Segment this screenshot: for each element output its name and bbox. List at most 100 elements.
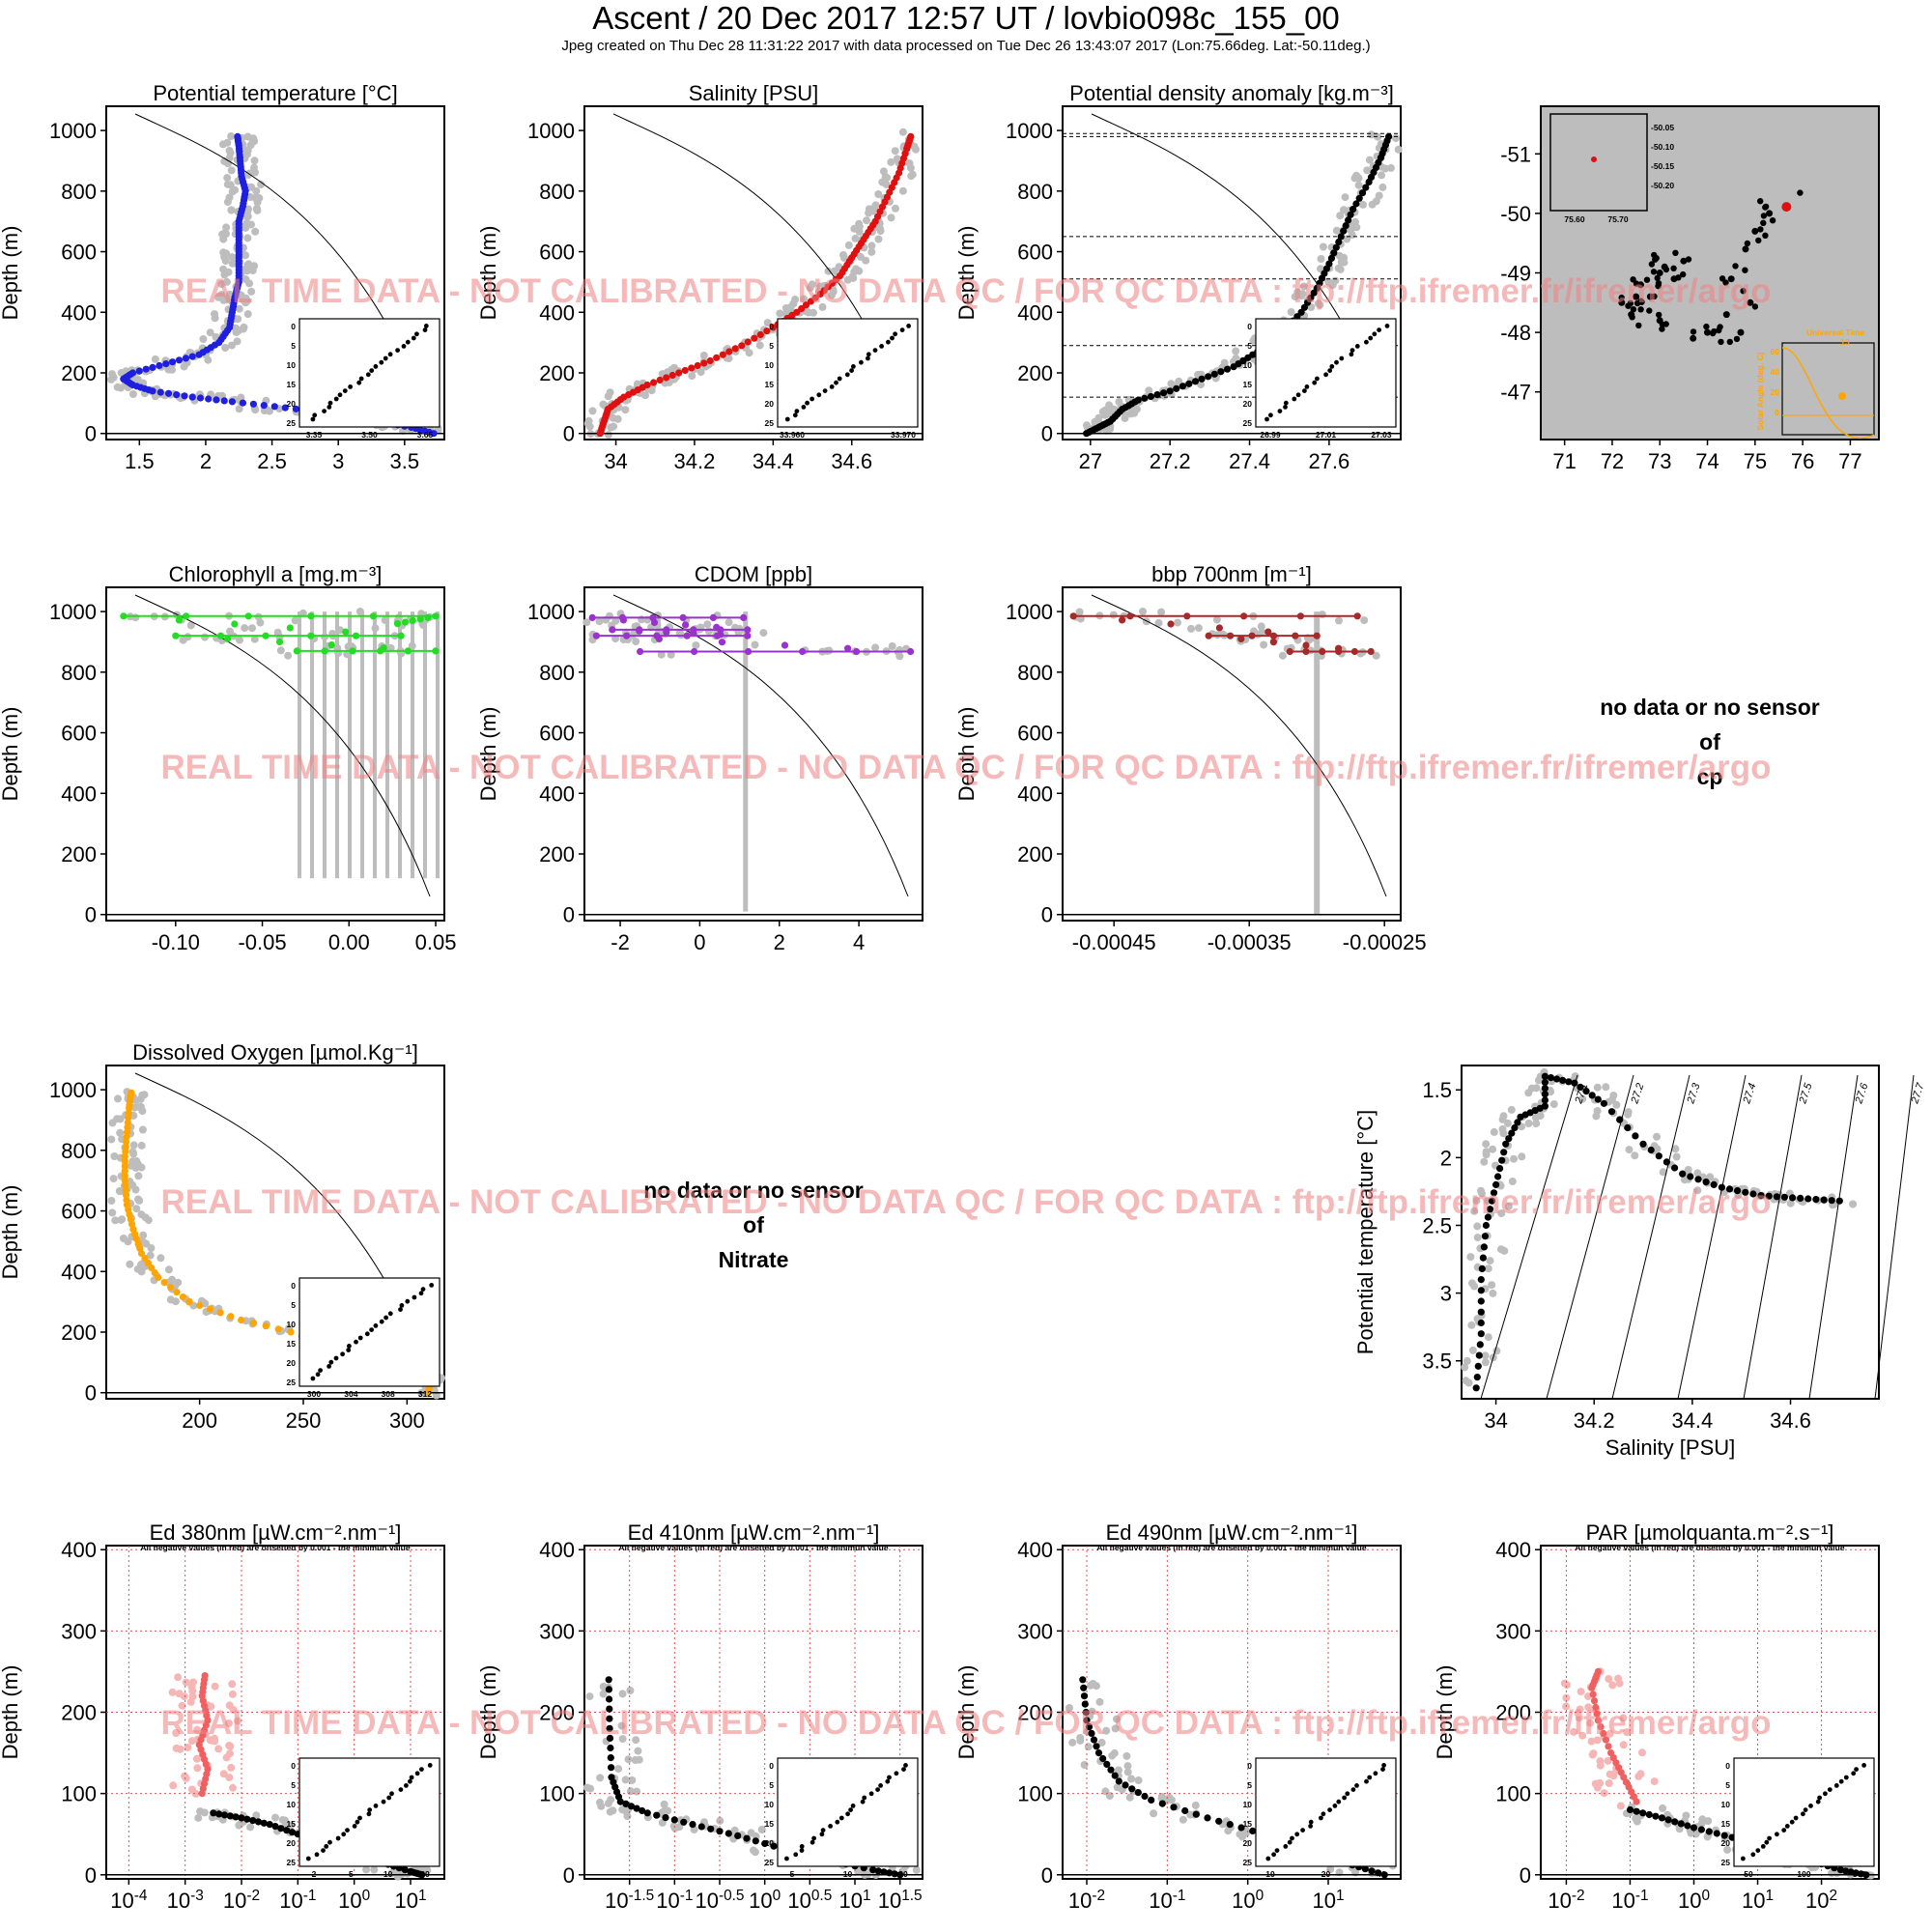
x-tick-label: 10-1.5 xyxy=(605,1888,654,1913)
inset-xtick: 50 xyxy=(1744,1869,1753,1879)
data-point xyxy=(1472,1384,1480,1392)
data-point xyxy=(1710,1180,1718,1188)
history-point xyxy=(623,1812,632,1821)
y-tick-label: 1000 xyxy=(527,119,575,143)
inset-point xyxy=(820,1828,826,1833)
history-point xyxy=(244,205,252,213)
inset-ytick: 0 xyxy=(291,1281,296,1291)
track-point xyxy=(1704,328,1711,336)
history-point xyxy=(657,650,666,659)
x-tick-label: 27.4 xyxy=(1229,449,1270,473)
x-tick-label: 3.5 xyxy=(390,449,420,473)
history-point xyxy=(222,277,231,286)
inset-xtick: 3.35 xyxy=(306,430,323,440)
data-point xyxy=(1773,1193,1780,1201)
history-point xyxy=(168,1275,177,1284)
y-tick-label: 400 xyxy=(539,1538,575,1562)
data-point xyxy=(718,639,726,646)
inset-point xyxy=(310,1376,316,1381)
track-point xyxy=(1651,293,1658,299)
history-point xyxy=(898,186,907,195)
inset-point xyxy=(835,1819,840,1825)
inset-point xyxy=(387,352,393,357)
data-point xyxy=(588,613,596,622)
data-point xyxy=(608,1774,615,1781)
x-tick-label: -0.00025 xyxy=(1343,930,1427,954)
history-point xyxy=(1577,1688,1585,1696)
data-point xyxy=(885,1869,894,1877)
inset-point xyxy=(1277,409,1283,413)
inset-plot: 0 5 10 15 20 25 50 100 500 xyxy=(1721,1757,1875,1879)
inset-point xyxy=(890,335,895,341)
history-point xyxy=(1470,1207,1479,1215)
history-point xyxy=(1319,242,1327,251)
inset-point xyxy=(1315,376,1320,382)
inset-point xyxy=(784,1856,789,1861)
history-point xyxy=(617,1721,626,1730)
y-tick-label: 0 xyxy=(563,1863,575,1888)
history-point xyxy=(235,304,243,313)
x-tick-label: 27.2 xyxy=(1150,449,1191,473)
data-point xyxy=(1134,1789,1142,1797)
data-point xyxy=(1605,1743,1612,1750)
data-point xyxy=(1541,1096,1548,1104)
history-point xyxy=(1524,1089,1533,1097)
data-point xyxy=(424,613,432,622)
track-point xyxy=(1633,280,1640,287)
data-point xyxy=(592,632,601,639)
y-axis-label: Depth (m) xyxy=(0,707,22,802)
inset-point xyxy=(305,1856,311,1861)
history-point xyxy=(124,1237,132,1246)
history-point xyxy=(1220,358,1229,367)
history-point xyxy=(1299,282,1308,291)
inset-ytick: 10 xyxy=(287,1800,297,1809)
track-point xyxy=(1760,219,1767,226)
history-point xyxy=(223,174,232,183)
data-point xyxy=(643,381,651,389)
inset-point xyxy=(1283,1844,1289,1849)
history-point xyxy=(109,1175,118,1183)
history-point xyxy=(1340,206,1348,214)
history-point xyxy=(188,1687,197,1695)
data-point xyxy=(1215,624,1223,632)
data-point xyxy=(183,612,190,620)
data-point xyxy=(633,1804,640,1812)
data-point xyxy=(1664,1816,1672,1824)
data-point xyxy=(292,405,299,412)
history-point xyxy=(129,1141,138,1150)
history-point xyxy=(755,341,764,350)
data-point xyxy=(1296,612,1304,620)
history-point xyxy=(207,1702,215,1711)
data-point xyxy=(1319,647,1326,656)
y-tick-label: -47 xyxy=(1500,381,1531,405)
data-point xyxy=(1269,632,1277,639)
history-point xyxy=(800,295,809,303)
panel-ts: 27.1 27.2 27.3 27.4 27.5 27.6 27.71.522.533.53… xyxy=(1353,1065,1927,1460)
history-point xyxy=(1624,1110,1633,1119)
inset-point xyxy=(1308,1819,1314,1825)
data-point xyxy=(716,1828,724,1835)
x-tick-label: 101 xyxy=(1312,1888,1344,1913)
history-point xyxy=(618,1735,627,1744)
inset-point xyxy=(365,372,371,378)
y-tick-label: 300 xyxy=(1017,1619,1053,1643)
data-point xyxy=(1327,254,1335,262)
history-point xyxy=(1095,1697,1104,1706)
y-tick-label: 1000 xyxy=(49,1078,97,1102)
history-point xyxy=(1374,132,1382,141)
history-point xyxy=(582,618,591,627)
inset-ytick: 25 xyxy=(287,1858,297,1867)
history-point xyxy=(271,1813,279,1822)
history-point xyxy=(147,1244,156,1252)
data-point xyxy=(707,1825,715,1833)
data-point xyxy=(1205,632,1212,639)
data-point xyxy=(799,647,807,656)
history-point xyxy=(128,390,137,398)
data-point xyxy=(1358,189,1367,197)
history-point xyxy=(1088,1707,1096,1716)
history-point xyxy=(1337,258,1346,267)
data-point xyxy=(606,1695,613,1703)
history-point xyxy=(227,1763,236,1772)
data-point xyxy=(627,1803,636,1810)
